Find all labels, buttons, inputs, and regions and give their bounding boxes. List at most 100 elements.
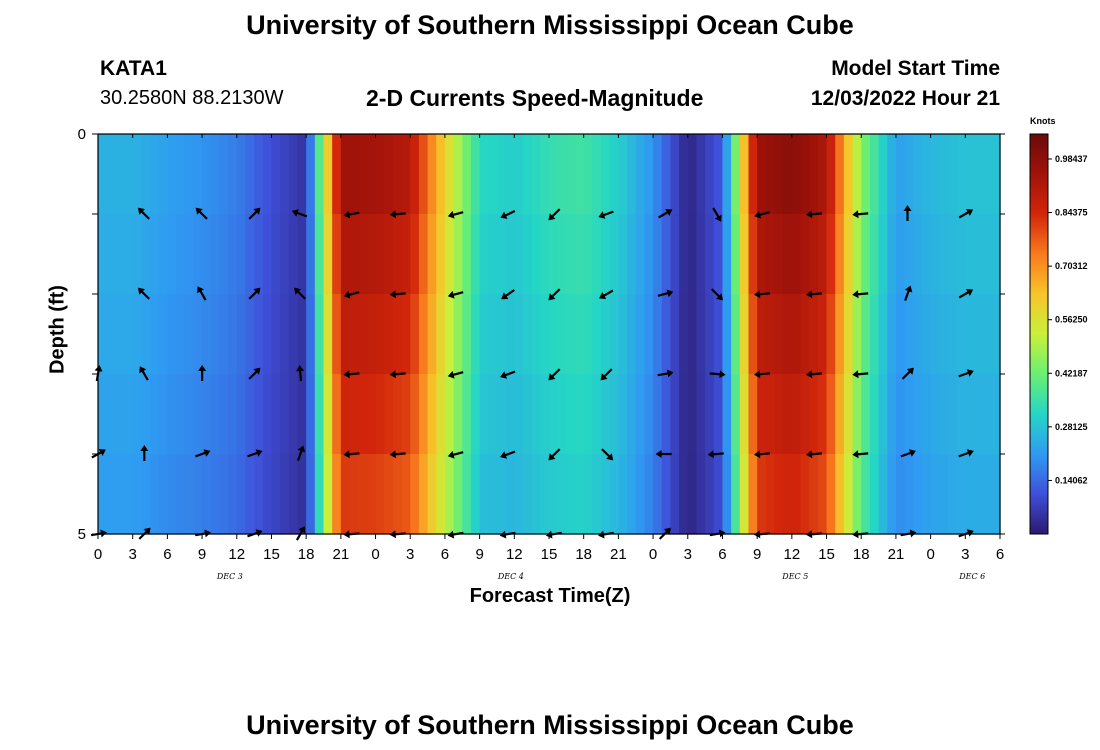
heatmap-cell bbox=[280, 134, 290, 215]
heatmap-cell bbox=[375, 214, 385, 295]
heatmap-cell bbox=[488, 454, 498, 535]
heatmap-cell bbox=[609, 374, 619, 455]
heatmap-cell bbox=[774, 454, 784, 535]
heatmap-cell bbox=[306, 294, 316, 375]
heatmap-cell bbox=[245, 294, 255, 375]
heatmap-cell bbox=[895, 294, 906, 375]
x-tick-label: 0 bbox=[371, 546, 379, 563]
heatmap-cell bbox=[930, 374, 940, 455]
heatmap-cell bbox=[956, 374, 966, 455]
heatmap-cell bbox=[488, 214, 498, 295]
x-tick-label: 18 bbox=[853, 546, 870, 563]
heatmap-cell bbox=[757, 294, 767, 375]
heatmap-cell bbox=[496, 134, 507, 215]
heatmap-cell bbox=[349, 134, 359, 215]
heatmap-cell bbox=[436, 214, 446, 295]
heatmap-cell bbox=[366, 294, 377, 375]
heatmap-cell bbox=[236, 374, 247, 455]
heatmap-cell bbox=[757, 134, 767, 215]
x-tick-label: 6 bbox=[718, 546, 726, 563]
current-arrow bbox=[712, 207, 722, 222]
current-arrow bbox=[548, 448, 561, 461]
current-arrow bbox=[247, 449, 263, 458]
heatmap-cell bbox=[930, 134, 940, 215]
heatmap-cell bbox=[98, 374, 108, 455]
heatmap-cell bbox=[670, 134, 680, 215]
heatmap-cell bbox=[661, 374, 672, 455]
heatmap-cell bbox=[522, 294, 533, 375]
heatmap-cell bbox=[566, 294, 576, 375]
heatmap-cell bbox=[479, 134, 489, 215]
heatmap-cell bbox=[479, 374, 489, 455]
heatmap-cell bbox=[583, 134, 593, 215]
heatmap-cell bbox=[392, 294, 403, 375]
heatmap-cell bbox=[392, 134, 403, 215]
heatmap-cell bbox=[592, 214, 602, 295]
heatmap-cell bbox=[826, 454, 836, 535]
heatmap-cell bbox=[748, 134, 758, 215]
heatmap-cell bbox=[627, 134, 637, 215]
heatmap-cell bbox=[280, 454, 290, 535]
current-arrow bbox=[754, 450, 770, 459]
heatmap-cell bbox=[757, 454, 767, 535]
heatmap-cell bbox=[531, 214, 541, 295]
current-arrow bbox=[296, 365, 305, 382]
heatmap-cell bbox=[358, 374, 368, 455]
x-tick-label: 21 bbox=[333, 546, 350, 563]
heatmap-cell bbox=[618, 294, 628, 375]
heatmap-cell bbox=[835, 134, 845, 215]
heatmap-cell bbox=[722, 214, 732, 295]
y-tick-label: 5 bbox=[78, 526, 86, 543]
heatmap-cell bbox=[731, 134, 741, 215]
heatmap-cell bbox=[566, 134, 576, 215]
heatmap-cell bbox=[965, 294, 975, 375]
heatmap-cell bbox=[965, 134, 975, 215]
heatmap-cell bbox=[262, 454, 273, 535]
heatmap-cell bbox=[930, 454, 940, 535]
heatmap-cell bbox=[661, 454, 672, 535]
current-arrow bbox=[806, 290, 822, 299]
heatmap-cell bbox=[852, 214, 862, 295]
heatmap-cell bbox=[757, 214, 767, 295]
heatmap-cell bbox=[653, 454, 663, 535]
heatmap-cell bbox=[904, 374, 914, 455]
heatmap-cell bbox=[306, 214, 316, 295]
heatmap-cell bbox=[297, 134, 307, 215]
current-arrow bbox=[754, 210, 770, 219]
heatmap-cell bbox=[887, 214, 897, 295]
heatmap-cell bbox=[219, 134, 229, 215]
heatmap-cell bbox=[306, 454, 316, 535]
heatmap-cell bbox=[115, 294, 125, 375]
heatmap-cell bbox=[765, 294, 776, 375]
heatmap-cell bbox=[444, 134, 455, 215]
current-arrow bbox=[852, 450, 869, 459]
station-id: KATA1 bbox=[100, 57, 167, 80]
heatmap-cell bbox=[245, 454, 255, 535]
heatmap-cell bbox=[947, 214, 958, 295]
current-arrow bbox=[447, 210, 464, 219]
heatmap-cell bbox=[913, 134, 923, 215]
heatmap-cell bbox=[158, 214, 168, 295]
x-tick-label: 9 bbox=[753, 546, 761, 563]
heatmap-cell bbox=[583, 294, 593, 375]
heatmap-cell bbox=[601, 294, 611, 375]
current-arrow bbox=[707, 450, 724, 459]
heatmap-cell bbox=[436, 134, 446, 215]
heatmap-cell bbox=[748, 294, 758, 375]
heatmap-cell bbox=[783, 214, 793, 295]
heatmap-cell bbox=[340, 374, 351, 455]
heatmap-cell bbox=[852, 454, 862, 535]
heatmap-cell bbox=[921, 454, 932, 535]
heatmap-cell bbox=[323, 294, 333, 375]
heatmap-cell bbox=[618, 134, 628, 215]
heatmap-cell bbox=[731, 294, 741, 375]
station-location: 30.2580N 88.2130W bbox=[100, 87, 284, 109]
heatmap-cell bbox=[913, 374, 923, 455]
heatmap-cell bbox=[696, 454, 706, 535]
heatmap-cell bbox=[514, 374, 524, 455]
colorbar-tick-label: 0.42187 bbox=[1055, 368, 1088, 378]
x-tick-label: 0 bbox=[94, 546, 102, 563]
heatmap-cell bbox=[843, 214, 854, 295]
heatmap-cell bbox=[939, 134, 949, 215]
heatmap-cell bbox=[687, 294, 698, 375]
